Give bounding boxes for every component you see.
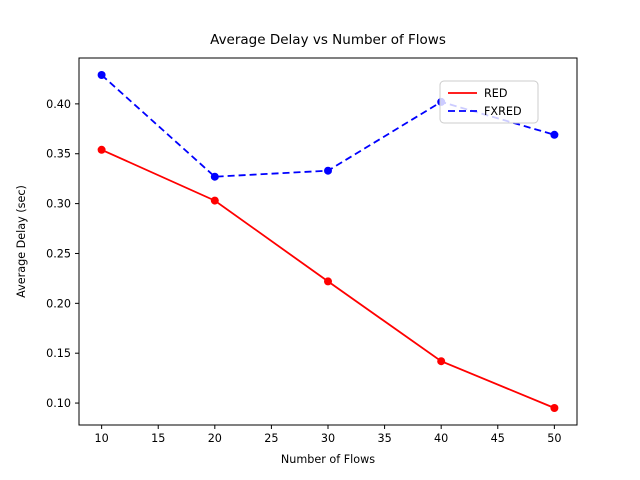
x-tick-label: 15: [151, 432, 165, 445]
data-point-fxred-50: [550, 130, 559, 139]
x-tick-label: 35: [377, 432, 391, 445]
y-tick-label: 0.20: [46, 297, 71, 310]
x-tick-label: 25: [264, 432, 278, 445]
y-axis-label: Average Delay (sec): [15, 185, 28, 298]
y-tick-label: 0.30: [46, 198, 71, 211]
x-tick-label: 50: [547, 432, 561, 445]
x-tick-label: 10: [95, 432, 109, 445]
data-point-fxred-10: [97, 71, 106, 79]
data-point-red-10: [97, 145, 106, 154]
chart-title: Average Delay vs Number of Flows: [210, 32, 446, 48]
data-point-fxred-30: [324, 166, 332, 175]
legend-box: [439, 80, 539, 124]
x-tick-label: 30: [321, 432, 335, 445]
x-tick-label: 40: [434, 432, 448, 445]
x-tick-label: 20: [208, 432, 222, 445]
data-point-red-20: [210, 196, 219, 205]
y-tick-label: 0.10: [46, 397, 71, 410]
data-point-red-50: [550, 404, 559, 412]
legend-label-fxred: FXRED: [484, 105, 522, 118]
plot-area: 10 15 20 25 30 35 40 45 50 0.10 0.15 0.20 0.25 0.30 0.…: [46, 57, 578, 445]
y-tick-label: 0.35: [46, 148, 71, 161]
legend-label-red: RED: [484, 87, 507, 100]
data-point-red-40: [437, 357, 446, 366]
y-tick-label: 0.15: [46, 347, 71, 360]
y-tick-label: 0.25: [46, 247, 71, 260]
data-point-red-30: [324, 277, 332, 286]
y-tick-label: 0.40: [46, 98, 71, 111]
data-point-fxred-20: [210, 172, 219, 181]
x-tick-label: 45: [491, 432, 505, 445]
x-axis-label: Number of Flows: [281, 453, 375, 466]
